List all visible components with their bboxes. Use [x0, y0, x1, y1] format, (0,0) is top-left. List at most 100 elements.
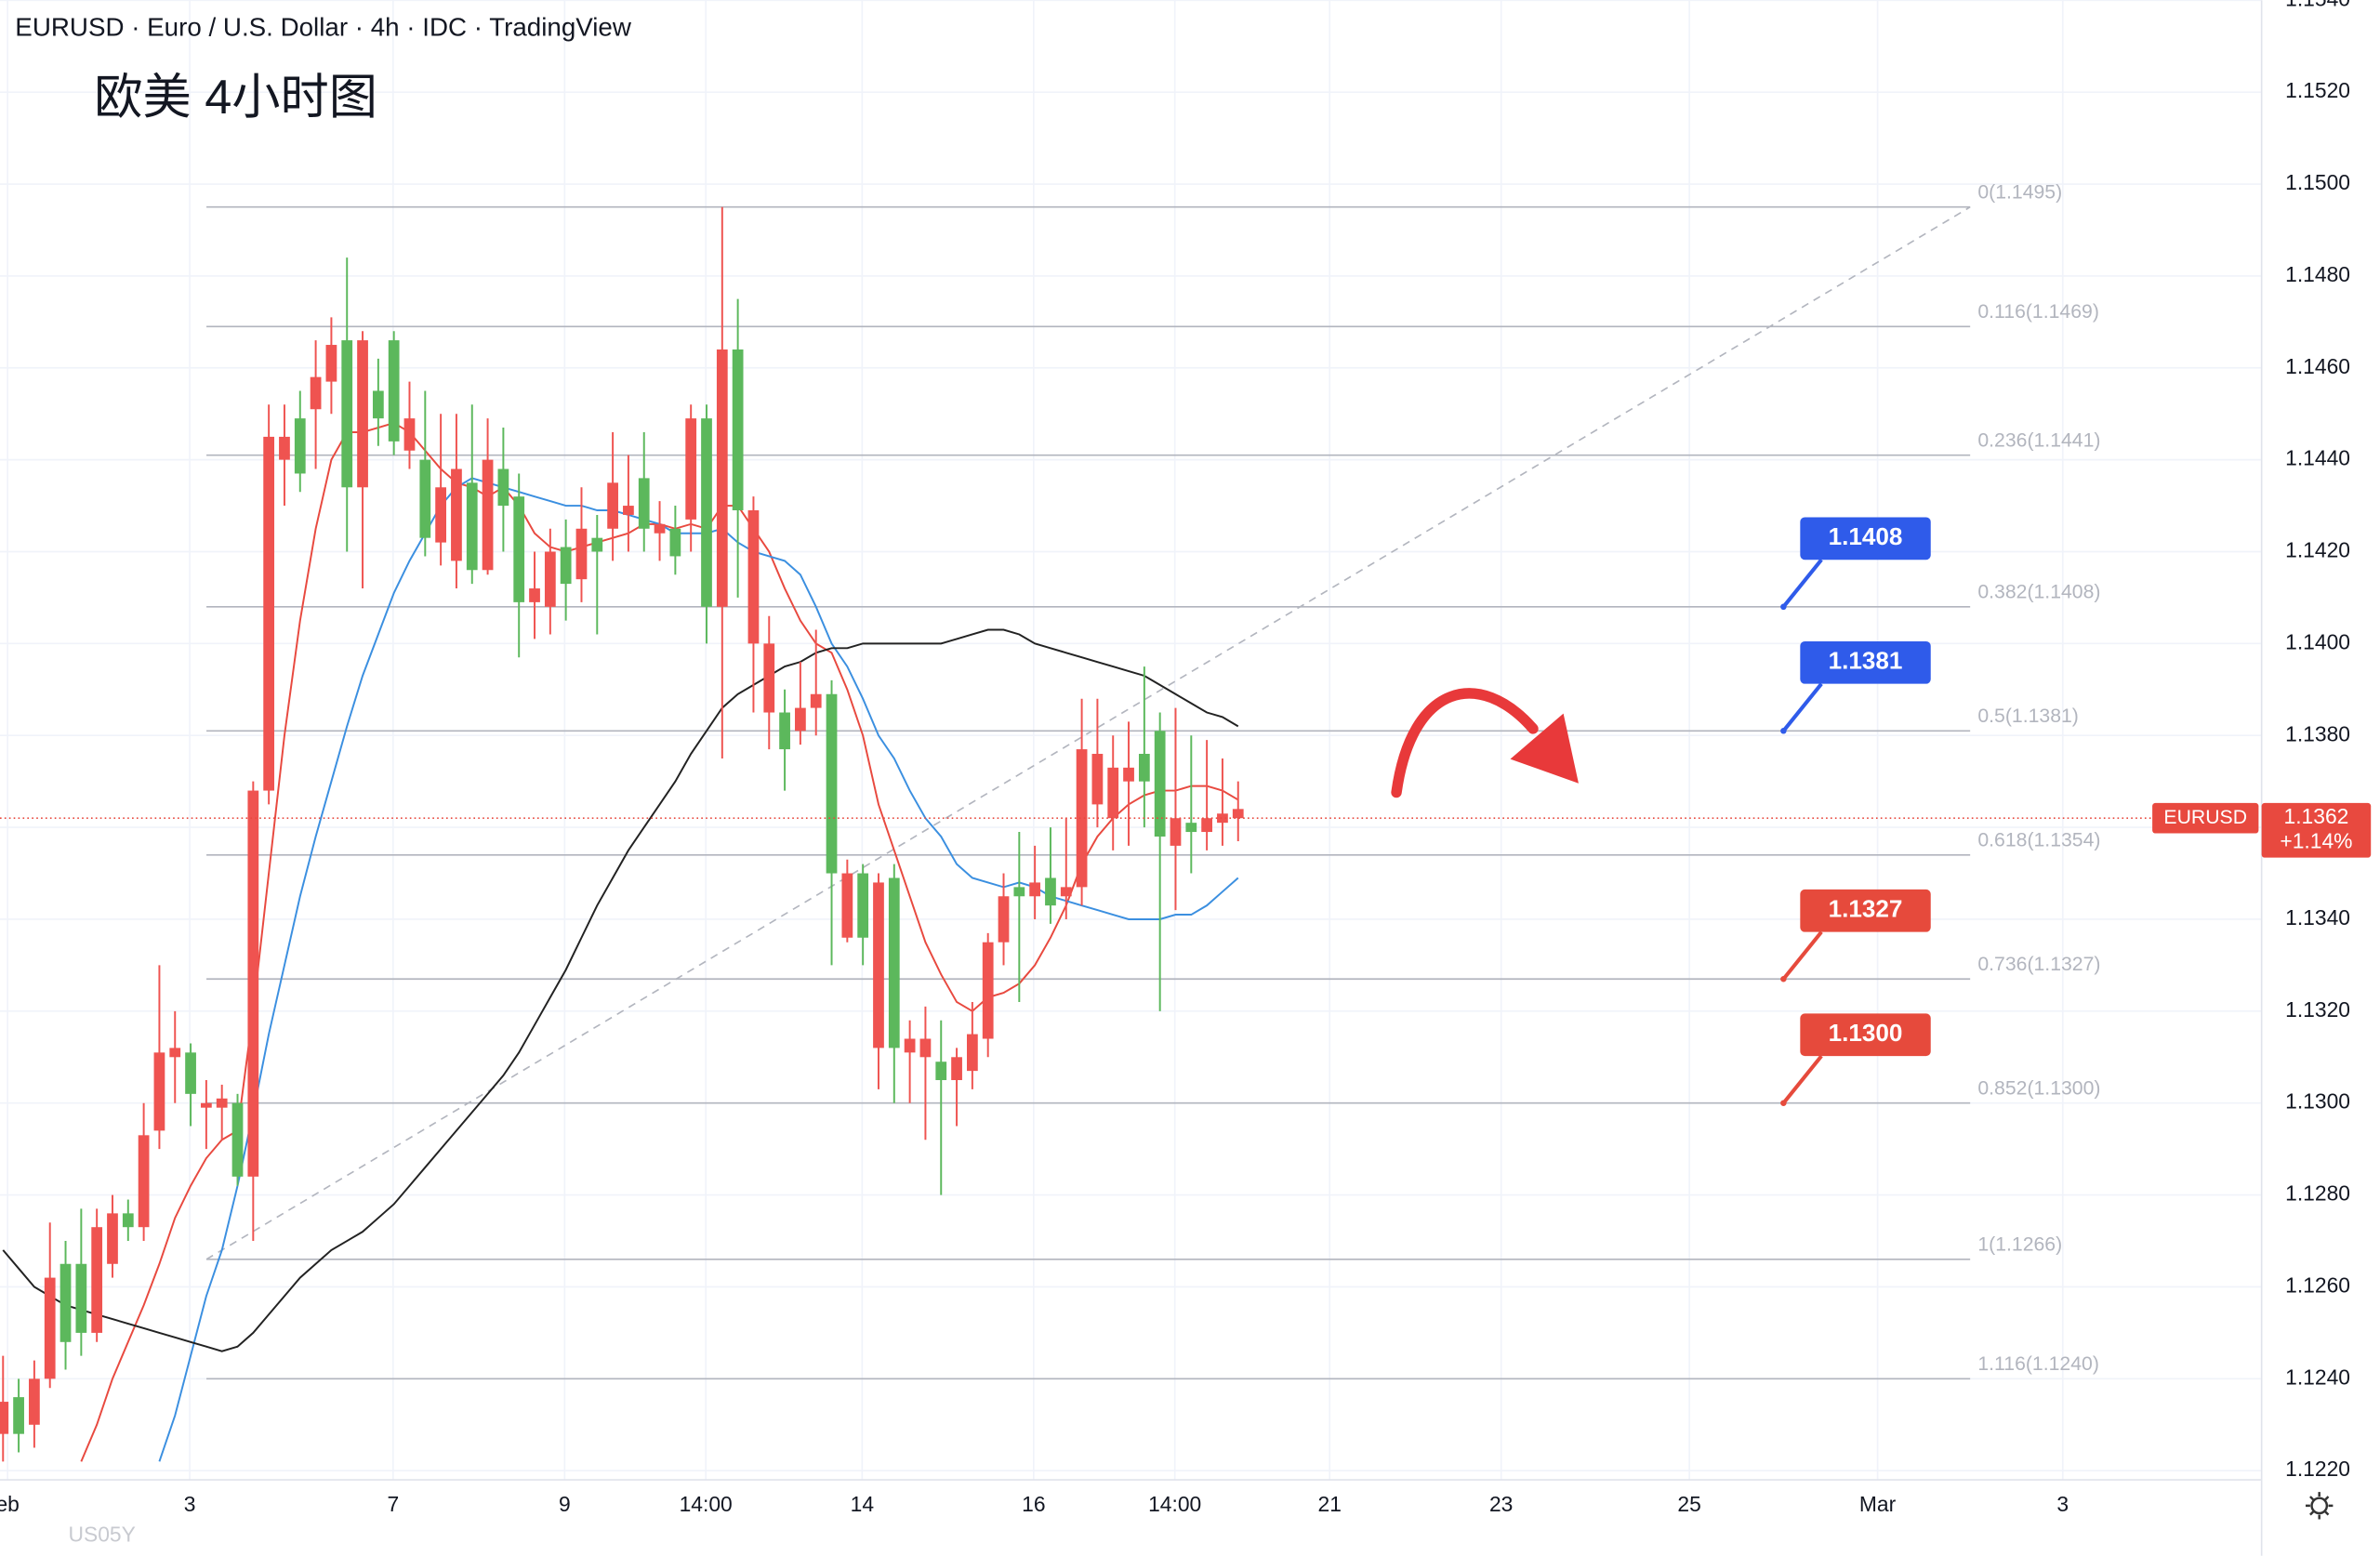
x-tick-label: 3: [2056, 1492, 2069, 1516]
candle-body: [607, 482, 618, 529]
candle-body: [497, 468, 509, 507]
arrow-head: [1510, 713, 1579, 784]
candle-body: [279, 436, 290, 460]
candle-body: [904, 1038, 916, 1053]
candle-body: [732, 349, 744, 511]
moving-average-line: [158, 477, 1239, 1462]
x-tick-label: eb: [0, 1492, 20, 1516]
candle-body: [685, 418, 697, 520]
arrow-curve: [1391, 688, 1539, 798]
y-tick-label: 1.1320: [2285, 997, 2350, 1022]
candle-body: [888, 877, 900, 1048]
candle-body: [575, 528, 588, 580]
candle-body: [13, 1397, 24, 1434]
candle-body: [982, 942, 994, 1039]
x-tick-label: 25: [1677, 1492, 1700, 1516]
candle-body: [1076, 749, 1088, 888]
candle-body: [669, 528, 681, 557]
y-tick-label: 1.1540: [2285, 0, 2350, 10]
candle-body: [44, 1277, 56, 1379]
candle-body: [701, 418, 712, 607]
candle-body: [388, 340, 400, 442]
candle-body: [451, 468, 462, 561]
y-tick-label: 1.1340: [2285, 905, 2350, 930]
price-tag-label: 1.1381: [1829, 647, 1903, 675]
candle-body: [763, 643, 775, 713]
fib-label: 0.618(1.1354): [1977, 830, 2100, 851]
candle-body: [201, 1102, 212, 1108]
candle-body: [1170, 818, 1182, 846]
price-tag-anchor: [1780, 603, 1787, 611]
candle-body: [185, 1052, 196, 1094]
candle-body: [91, 1227, 103, 1333]
price-tag-pointer: [1781, 1054, 1823, 1105]
x-tick-label: 9: [559, 1492, 571, 1516]
candles: [0, 206, 1244, 1462]
price-tag-pointer: [1781, 558, 1823, 609]
candle-body: [638, 478, 650, 529]
candle-body: [263, 436, 275, 791]
candle-body: [1201, 818, 1212, 833]
candle-body: [716, 349, 728, 607]
candle-body: [544, 551, 556, 607]
candle-body: [873, 882, 884, 1048]
x-tick-label: 14:00: [680, 1492, 733, 1516]
x-tick-label: 21: [1317, 1492, 1341, 1516]
settings-icon[interactable]: [2306, 1492, 2334, 1520]
fib-label: 0.382(1.1408): [1977, 582, 2100, 603]
y-tick-label: 1.1220: [2285, 1457, 2350, 1481]
y-tick-label: 1.1440: [2285, 446, 2350, 470]
candle-body: [138, 1135, 150, 1228]
x-tick-label: 16: [1022, 1492, 1045, 1516]
candle-body: [1091, 754, 1104, 805]
candle-body: [1138, 754, 1150, 782]
candle-body: [841, 873, 853, 938]
price-tag: 1.1408: [1780, 517, 1931, 611]
y-tick-label: 1.1500: [2285, 170, 2350, 194]
candle-body: [75, 1263, 87, 1333]
candle-body: [1013, 887, 1025, 897]
candle-body: [372, 390, 384, 419]
candle-body: [1217, 813, 1228, 824]
fib-label: 0.236(1.1441): [1977, 430, 2100, 452]
x-tick-label: 7: [387, 1492, 399, 1516]
x-tick-label: 23: [1489, 1492, 1513, 1516]
candle-body: [1154, 731, 1166, 837]
candle-body: [654, 523, 666, 534]
fib-label: 1.116(1.1240): [1977, 1353, 2099, 1375]
price-tag-box: [1800, 1013, 1931, 1057]
candle-body: [826, 693, 838, 874]
fib-label: 0.5(1.1381): [1977, 705, 2079, 727]
candle-body: [513, 496, 525, 602]
x-tick-label: Mar: [1859, 1492, 1897, 1516]
candle-body: [529, 588, 540, 602]
candle-body: [325, 345, 337, 382]
moving-average-line: [2, 628, 1239, 1352]
y-tick-label: 1.1420: [2285, 538, 2350, 562]
price-tag-label: 1.1327: [1829, 895, 1903, 923]
price-tag-pointer: [1781, 682, 1823, 732]
last-price-box: [2261, 802, 2372, 858]
fib-label: 0.736(1.1327): [1977, 954, 2100, 975]
price-tag-pointer: [1781, 930, 1823, 981]
x-tick-label: 14:00: [1148, 1492, 1201, 1516]
price-tag-box: [1800, 517, 1931, 560]
y-tick-label: 1.1380: [2285, 721, 2350, 745]
candle-body: [1029, 882, 1041, 897]
candle-body: [153, 1052, 165, 1131]
candle-body: [998, 896, 1010, 943]
price-tag-box: [1800, 889, 1931, 932]
y-tick-label: 1.1480: [2285, 262, 2350, 286]
candle-body: [107, 1213, 118, 1264]
price-tag-anchor: [1780, 975, 1787, 982]
candle-body: [857, 873, 869, 938]
candle-body: [951, 1057, 962, 1081]
candle-body: [1060, 887, 1072, 897]
candle-body: [122, 1213, 134, 1228]
y-tick-label: 1.1520: [2285, 78, 2350, 102]
candle-body: [795, 707, 806, 732]
fib-label: 0(1.1495): [1977, 182, 2062, 204]
candle-body: [810, 693, 822, 708]
